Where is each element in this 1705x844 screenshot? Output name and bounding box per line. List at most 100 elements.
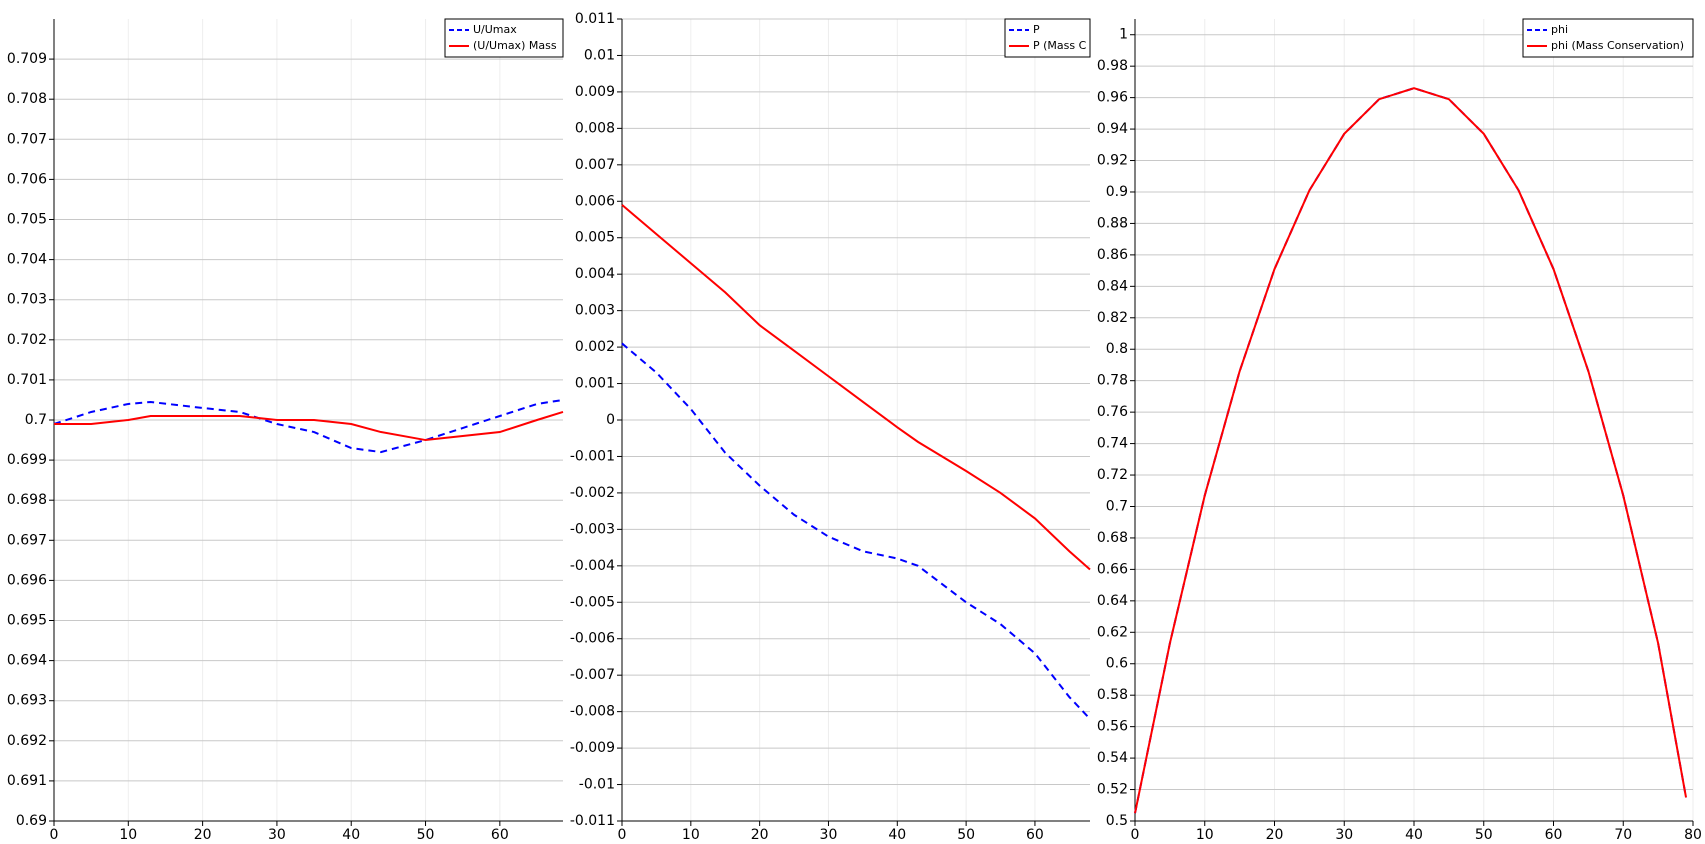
y-tick-label: 0.84 bbox=[1097, 278, 1128, 294]
legend-box bbox=[1004, 18, 1091, 58]
y-tick-label: 0.706 bbox=[7, 171, 47, 187]
x-tick-label: 60 bbox=[1545, 827, 1563, 843]
y-tick-label: 0.78 bbox=[1097, 373, 1128, 389]
x-tick-label: 80 bbox=[1684, 827, 1702, 843]
y-tick-label: 0.9 bbox=[1106, 184, 1128, 200]
y-tick-label: 0.86 bbox=[1097, 247, 1128, 263]
y-tick-label: 0.62 bbox=[1097, 624, 1128, 640]
legend-label: P (Mass C bbox=[1033, 39, 1087, 52]
legend-label: (U/Umax) Mass bbox=[473, 39, 557, 52]
y-tick-label: 0.94 bbox=[1097, 121, 1128, 137]
y-tick-label: -0.006 bbox=[570, 631, 615, 647]
y-tick-label: 0.98 bbox=[1097, 58, 1128, 74]
chart: 0 10 20 30 40 50 60 70 80 0.5 0.52 0.54 0.56 0.58 0.6 0… bbox=[1097, 18, 1702, 843]
y-tick-label: 0.699 bbox=[7, 452, 47, 468]
x-tick-label: 20 bbox=[194, 827, 212, 843]
x-tick-label: 20 bbox=[1266, 827, 1284, 843]
x-tick-label: 50 bbox=[417, 827, 435, 843]
y-tick-label: 0.709 bbox=[7, 51, 47, 67]
y-tick-label: 0.96 bbox=[1097, 90, 1128, 106]
x-tick-label: 70 bbox=[1614, 827, 1632, 843]
x-tick-label: 30 bbox=[820, 827, 838, 843]
x-tick-label: 0 bbox=[618, 827, 627, 843]
x-tick-label: 10 bbox=[119, 827, 137, 843]
y-tick-label: 0.701 bbox=[7, 372, 47, 388]
y-tick-label: 0.695 bbox=[7, 613, 47, 629]
x-tick-label: 40 bbox=[888, 827, 906, 843]
y-tick-label: -0.009 bbox=[570, 740, 615, 756]
y-tick-label: -0.003 bbox=[570, 521, 615, 537]
x-tick-label: 0 bbox=[1131, 827, 1140, 843]
y-tick-label: 0.698 bbox=[7, 492, 47, 508]
y-tick-label: 0.68 bbox=[1097, 530, 1128, 546]
x-tick-label: 40 bbox=[342, 827, 360, 843]
y-tick-label: 0.88 bbox=[1097, 215, 1128, 231]
legend: phi phi (Mass Conservation) bbox=[1522, 18, 1694, 58]
y-tick-label: 0.92 bbox=[1097, 153, 1128, 169]
y-tick-label: -0.008 bbox=[570, 704, 615, 720]
y-tick-label: -0.005 bbox=[570, 594, 615, 610]
x-tick-label: 30 bbox=[1335, 827, 1353, 843]
y-tick-label: 0.009 bbox=[575, 84, 615, 100]
x-tick-label: 40 bbox=[1405, 827, 1423, 843]
x-tick-label: 10 bbox=[682, 827, 700, 843]
legend-label: phi (Mass Conservation) bbox=[1551, 39, 1684, 52]
y-tick-label: 0.691 bbox=[7, 773, 47, 789]
y-tick-label: 0.01 bbox=[584, 47, 615, 63]
y-tick-label: 0.707 bbox=[7, 131, 47, 147]
x-tick-label: 60 bbox=[491, 827, 509, 843]
legend-label: P bbox=[1033, 23, 1040, 36]
y-tick-label: 0.004 bbox=[575, 266, 615, 282]
x-tick-label: 60 bbox=[1026, 827, 1044, 843]
y-tick-label: 0.694 bbox=[7, 653, 47, 669]
y-tick-label: 0.001 bbox=[575, 376, 615, 392]
x-tick-label: 50 bbox=[957, 827, 975, 843]
y-tick-label: 0.7 bbox=[25, 412, 47, 428]
y-tick-label: -0.002 bbox=[570, 485, 615, 501]
y-tick-label: 0.7 bbox=[1106, 498, 1128, 514]
y-tick-label: 0.708 bbox=[7, 91, 47, 107]
y-tick-label: -0.01 bbox=[579, 777, 615, 793]
y-tick-label: 0.692 bbox=[7, 733, 47, 749]
y-tick-label: 0 bbox=[606, 412, 615, 428]
y-tick-label: 0.56 bbox=[1097, 719, 1128, 735]
y-tick-label: 0.693 bbox=[7, 693, 47, 709]
y-tick-label: 0.58 bbox=[1097, 687, 1128, 703]
y-tick-label: 0.69 bbox=[16, 813, 47, 829]
y-tick-label: -0.011 bbox=[570, 813, 615, 829]
y-tick-label: 0.52 bbox=[1097, 782, 1128, 798]
y-tick-label: 0.64 bbox=[1097, 593, 1128, 609]
y-tick-label: 0.002 bbox=[575, 339, 615, 355]
series-line bbox=[621, 204, 1091, 571]
series-line bbox=[54, 411, 564, 442]
x-tick-label: 20 bbox=[751, 827, 769, 843]
y-tick-label: 0.6 bbox=[1106, 656, 1128, 672]
y-tick-label: 0.76 bbox=[1097, 404, 1128, 420]
series-line bbox=[1134, 87, 1688, 814]
x-tick-label: 50 bbox=[1475, 827, 1493, 843]
y-tick-label: 0.705 bbox=[7, 212, 47, 228]
x-tick-label: 30 bbox=[268, 827, 286, 843]
legend-box bbox=[444, 18, 564, 58]
y-tick-label: 0.003 bbox=[575, 303, 615, 319]
legend-label: U/Umax bbox=[473, 23, 517, 36]
y-tick-label: -0.001 bbox=[570, 448, 615, 464]
y-tick-label: 0.007 bbox=[575, 157, 615, 173]
legend-box bbox=[1522, 18, 1694, 58]
series-line bbox=[621, 342, 1091, 720]
chart: 0 10 20 30 40 50 60 -0.011 -0.01 -0.009 -0.008 -0.0… bbox=[570, 11, 1091, 843]
y-tick-label: -0.004 bbox=[570, 558, 615, 574]
chart: 0 10 20 30 40 50 60 0.69 0.691 0.692 0.693 0.694 0.6… bbox=[7, 18, 564, 843]
y-tick-label: -0.007 bbox=[570, 667, 615, 683]
y-tick-label: 0.54 bbox=[1097, 750, 1128, 766]
y-tick-label: 0.704 bbox=[7, 252, 47, 268]
y-tick-label: 1 bbox=[1119, 27, 1128, 43]
y-tick-label: 0.74 bbox=[1097, 436, 1128, 452]
legend: U/Umax (U/Umax) Mass bbox=[444, 18, 564, 58]
y-tick-label: 0.696 bbox=[7, 572, 47, 588]
legend: P P (Mass C bbox=[1004, 18, 1091, 58]
y-tick-label: 0.5 bbox=[1106, 813, 1128, 829]
x-tick-label: 0 bbox=[50, 827, 59, 843]
y-tick-label: 0.697 bbox=[7, 532, 47, 548]
